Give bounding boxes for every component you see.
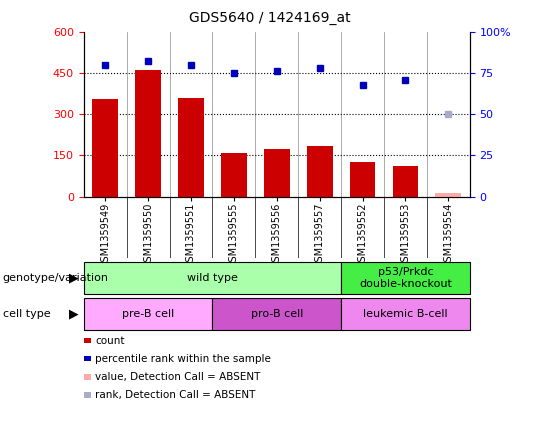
Text: wild type: wild type (187, 273, 238, 283)
Bar (221, 153, 247, 197)
Bar (84, 262, 341, 294)
Bar (341, 298, 470, 330)
Bar (84, 298, 212, 330)
Text: p53/Prkdc
double-knockout: p53/Prkdc double-knockout (359, 267, 452, 289)
Text: genotype/variation: genotype/variation (3, 273, 109, 283)
Text: pre-B cell: pre-B cell (122, 309, 174, 319)
Bar (212, 298, 341, 330)
Text: percentile rank within the sample: percentile rank within the sample (95, 354, 271, 364)
Bar (92, 99, 118, 197)
Text: rank, Detection Call = ABSENT: rank, Detection Call = ABSENT (95, 390, 255, 400)
Bar (178, 98, 204, 197)
Bar (307, 146, 333, 197)
Text: value, Detection Call = ABSENT: value, Detection Call = ABSENT (95, 372, 260, 382)
Text: GDS5640 / 1424169_at: GDS5640 / 1424169_at (189, 11, 351, 25)
Text: count: count (95, 335, 125, 346)
Bar (341, 262, 470, 294)
Bar (135, 70, 161, 197)
Bar (393, 167, 418, 197)
Text: pro-B cell: pro-B cell (251, 309, 303, 319)
Text: ▶: ▶ (69, 272, 78, 285)
Bar (350, 162, 375, 197)
Text: leukemic B-cell: leukemic B-cell (363, 309, 448, 319)
Bar (435, 192, 461, 197)
Text: cell type: cell type (3, 309, 50, 319)
Bar (264, 148, 289, 197)
Text: ▶: ▶ (69, 308, 78, 321)
